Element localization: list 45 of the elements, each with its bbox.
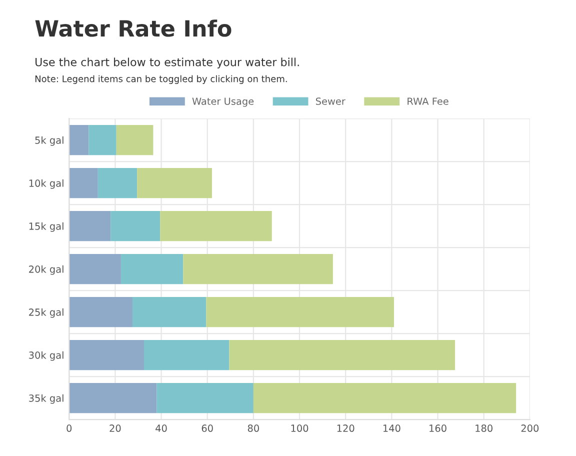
bar: [69, 168, 98, 198]
x-tick-label: 160: [430, 424, 446, 432]
bar: [156, 382, 254, 414]
x-tick-label: 120: [337, 424, 354, 432]
y-tick-label: 5k gal: [35, 136, 64, 146]
y-tick-label: 30k gal: [29, 351, 64, 361]
bar: [69, 382, 157, 414]
bar: [253, 382, 516, 414]
chart-subtitle: Use the chart below to estimate your water bill.: [36, 58, 299, 68]
y-tick-label: 20k gal: [29, 265, 64, 275]
legend-label: RWA Fee: [408, 98, 448, 105]
bar: [69, 125, 89, 156]
bar: [144, 340, 230, 370]
x-tick-label: 100: [291, 424, 308, 432]
x-tick-label: 80: [248, 424, 259, 432]
y-tick-label: 35k gal: [29, 394, 64, 404]
bar: [137, 168, 212, 198]
chart-title: Water Rate Info: [35, 20, 232, 37]
bar: [69, 296, 132, 328]
bar: [69, 340, 144, 370]
bar: [160, 211, 272, 242]
x-tick-label: 200: [521, 424, 539, 432]
bar: [206, 296, 394, 328]
legend-label: Sewer: [316, 98, 346, 105]
text: Note: Legend items can be toggled by clicking on them.: [35, 75, 287, 84]
bar: [132, 296, 206, 328]
x-tick-label: 180: [476, 424, 492, 432]
bar: [88, 125, 116, 156]
bar: [69, 254, 121, 284]
bar: [116, 125, 154, 156]
x-tick-label: 0: [66, 424, 72, 432]
bar: [69, 211, 111, 242]
x-tick-label: 60: [202, 424, 213, 432]
bar: [229, 340, 456, 370]
bar: [98, 168, 138, 198]
y-tick-label: 10k gal: [29, 179, 64, 189]
x-tick-label: 20: [110, 424, 121, 432]
y-tick-label: 25k gal: [29, 308, 64, 318]
x-tick-label: 140: [383, 424, 400, 432]
legend-label: Water Usage: [192, 98, 254, 107]
y-tick-label: 15k gal: [29, 222, 64, 232]
x-tick-label: 40: [156, 424, 167, 432]
bar: [120, 254, 184, 284]
bar: [110, 211, 160, 242]
bar: [183, 254, 333, 284]
